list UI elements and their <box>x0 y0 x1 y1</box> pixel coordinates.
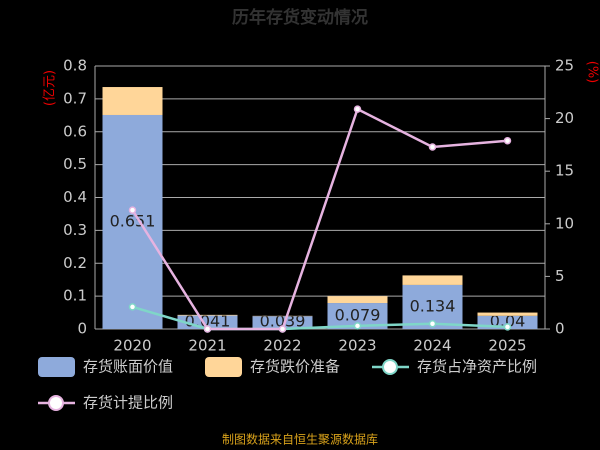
point <box>353 322 362 330</box>
y-tick-label: 0 <box>77 320 87 338</box>
y2-axis-label: (%) <box>585 61 600 84</box>
y2-tick-label: 25 <box>555 57 574 75</box>
point <box>128 303 137 311</box>
bar <box>477 312 538 316</box>
y2-tick-label: 15 <box>555 162 574 180</box>
x-tick-label: 2020 <box>113 337 151 355</box>
y2-tick-label: 10 <box>555 214 574 232</box>
value-label: 0.079 <box>335 306 381 325</box>
y2-tick-label: 20 <box>555 109 574 127</box>
legend-label: 存货跌价准备 <box>250 358 340 376</box>
point <box>353 105 362 113</box>
value-label: 0.134 <box>410 296 456 315</box>
point <box>428 319 437 328</box>
line <box>131 107 508 331</box>
chart-title: 历年存货变动情况 <box>232 7 368 28</box>
bar <box>327 296 388 304</box>
bar <box>102 87 163 115</box>
point <box>503 323 512 331</box>
legend-swatch <box>382 359 398 375</box>
y2-tick-label: 5 <box>555 267 565 285</box>
x-tick-label: 2022 <box>263 337 301 355</box>
legend-label: 存货计提比例 <box>83 394 173 412</box>
legend-label: 存货占净资产比例 <box>417 358 537 376</box>
legend-swatch <box>205 357 242 377</box>
y-tick-label: 0.8 <box>63 57 87 75</box>
point <box>128 206 137 214</box>
y-tick-label: 0.3 <box>63 221 87 239</box>
y-tick-label: 0.2 <box>63 254 87 272</box>
point <box>428 143 437 151</box>
line <box>132 305 508 331</box>
x-tick-label: 2023 <box>338 337 376 355</box>
x-tick-label: 2021 <box>188 337 226 355</box>
value-label: 0.039 <box>260 312 306 331</box>
footer: 制图数据来自恒生聚源数据库 <box>222 432 378 447</box>
point <box>278 325 287 333</box>
point <box>503 136 512 145</box>
value-label: 0.651 <box>110 211 156 230</box>
y-tick-label: 0.5 <box>63 155 87 173</box>
y-axis-label: (亿元) <box>43 70 58 106</box>
legend-swatch <box>38 357 75 377</box>
bar <box>102 114 163 329</box>
x-tick-label: 2024 <box>413 337 451 355</box>
y2-tick-label: 0 <box>555 320 565 338</box>
y-tick-label: 0.4 <box>63 188 87 206</box>
bar <box>402 275 463 285</box>
y-tick-label: 0.1 <box>63 287 87 305</box>
legend-label: 存货账面价值 <box>83 358 173 376</box>
y-tick-label: 0.7 <box>63 89 87 107</box>
y-tick-label: 0.6 <box>63 122 87 140</box>
x-tick-label: 2025 <box>488 337 526 355</box>
bar <box>177 314 238 316</box>
legend-swatch <box>48 395 64 411</box>
point <box>203 325 212 333</box>
bar <box>252 316 313 329</box>
